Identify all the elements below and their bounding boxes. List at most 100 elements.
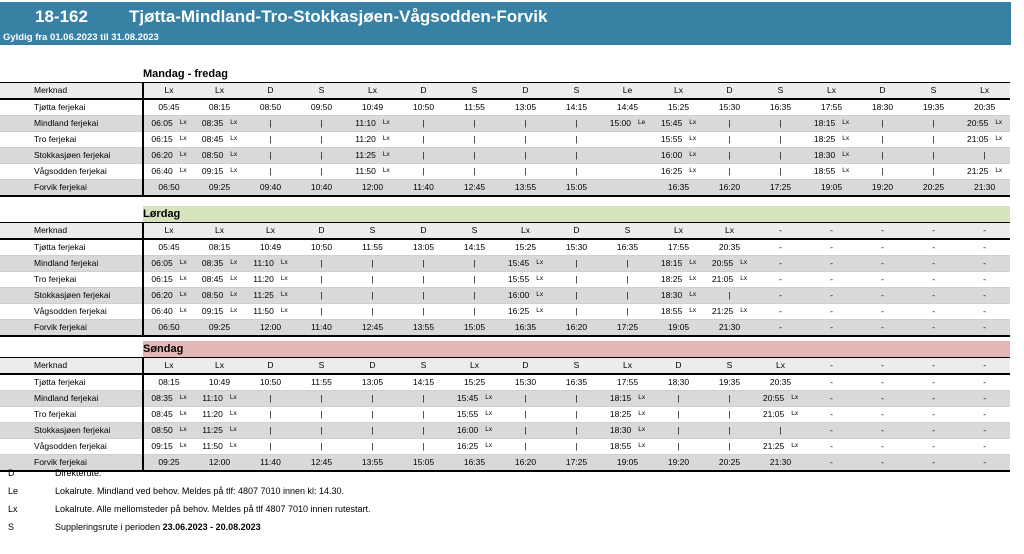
no-service-mark: -: [959, 319, 1011, 337]
remark-code-header: D: [653, 357, 704, 375]
time-value: 11:20: [202, 408, 223, 419]
time-value: 11:10: [202, 392, 223, 403]
time-cell: 18:15 Lx: [602, 390, 653, 407]
through-mark: |: [449, 287, 500, 304]
time-cell: 11:10 Lx: [245, 255, 296, 272]
time-value: 11:25: [202, 424, 223, 435]
time-cell: 16:25 Lx: [653, 163, 704, 180]
time-value: 09:15: [201, 165, 224, 176]
time-cell: 11:50 Lx: [347, 163, 398, 180]
time-cell: 21:30: [755, 454, 806, 472]
through-mark: |: [398, 131, 449, 148]
stop-row: Vågsodden ferjekai 09:15 Lx 11:50 Lx | | | | 16:2…: [0, 438, 1011, 455]
time-note-code: Lx: [230, 134, 238, 142]
time-value: 11:25: [355, 149, 376, 160]
through-mark: |: [500, 131, 551, 148]
time-cell: 11:50 Lx: [245, 303, 296, 320]
no-service-mark: -: [857, 374, 908, 391]
through-mark: |: [347, 271, 398, 288]
through-mark: |: [296, 422, 347, 439]
no-service-mark: -: [806, 303, 857, 320]
time-cell: 10:49: [245, 239, 296, 256]
no-service-mark: -: [755, 271, 806, 288]
no-service-mark: -: [908, 319, 959, 337]
remark-code-header: -: [806, 357, 857, 375]
stop-row: Stokkasjøen ferjekai 06:20 Lx 08:50 Lx | | 11:2…: [0, 147, 1011, 164]
through-mark: |: [449, 115, 500, 132]
stop-row: Tro ferjekai 06:15 Lx 08:45 Lx | | 11:20 Lx | | | | 1…: [0, 131, 1011, 148]
through-mark: |: [704, 390, 755, 407]
through-mark: |: [347, 255, 398, 272]
time-note-code: Lx: [842, 118, 850, 126]
time-cell: 16:35: [500, 319, 551, 337]
through-mark: |: [602, 303, 653, 320]
through-mark: |: [398, 147, 449, 164]
stop-name: Forvik ferjekai: [0, 179, 143, 197]
time-cell: 15:45 Lx: [653, 115, 704, 132]
through-mark: |: [296, 406, 347, 423]
time-note-code: Lx: [485, 393, 493, 401]
through-mark: |: [704, 131, 755, 148]
time-cell: 11:10 Lx: [194, 390, 245, 407]
time-cell: 20:55 Lx: [704, 255, 755, 272]
time-cell: 18:55 Lx: [653, 303, 704, 320]
no-service-mark: -: [857, 239, 908, 256]
time-cell: 08:45 Lx: [194, 271, 245, 288]
time-value: 21:05: [967, 133, 989, 144]
time-note-code: Lx: [230, 258, 238, 266]
time-note-code: Lx: [740, 306, 748, 314]
through-mark: |: [245, 147, 296, 164]
timetable-sondag: Søndag Merknad Lx Lx D S D S Lx D S Lx D S Lx - - - - Tjøtt…: [0, 341, 1011, 472]
time-cell: 18:25 Lx: [806, 131, 857, 148]
time-note-code: Lx: [229, 393, 237, 401]
time-note-code: Lx: [179, 258, 187, 266]
time-cell: 16:35: [602, 239, 653, 256]
time-note-code: Lx: [179, 425, 187, 433]
remark-code-header: Lx: [653, 82, 704, 100]
time-cell: 08:15: [142, 374, 194, 391]
through-mark: |: [245, 131, 296, 148]
route-number: 18-162: [35, 7, 88, 26]
remark-code-header: Lx: [142, 82, 194, 100]
time-value: 18:25: [660, 273, 683, 284]
footnote-text: Direkterute.: [55, 468, 102, 478]
time-cell: 11:55: [449, 99, 500, 116]
time-cell: 15:45 Lx: [500, 255, 551, 272]
time-cell: 13:55: [398, 319, 449, 337]
through-mark: |: [857, 147, 908, 164]
time-note-code: Lx: [536, 306, 544, 314]
time-cell: 08:50: [245, 99, 296, 116]
no-service-mark: -: [857, 438, 908, 455]
time-cell: 21:30: [704, 319, 755, 337]
time-cell: 18:25 Lx: [602, 406, 653, 423]
time-note-code: Lx: [536, 290, 544, 298]
time-note-code: Lx: [995, 166, 1003, 174]
stop-row: Tro ferjekai 06:15 Lx 08:45 Lx 11:20 Lx | | | | 15:…: [0, 271, 1011, 288]
no-service-mark: -: [755, 303, 806, 320]
footnote-row: D Direkterute.: [8, 468, 371, 486]
through-mark: |: [449, 255, 500, 272]
through-mark: |: [755, 115, 806, 132]
remark-code-header: D: [500, 82, 551, 100]
footnote-text-part: Direkterute.: [55, 468, 102, 478]
time-cell: 17:55: [653, 239, 704, 256]
time-cell: 11:25 Lx: [194, 422, 245, 439]
time-cell: 18:30 Lx: [602, 422, 653, 439]
remark-code-header: D: [398, 82, 449, 100]
spacer-cell: [0, 206, 143, 223]
remark-code-header: Lx: [142, 222, 194, 240]
through-mark: |: [551, 255, 602, 272]
through-mark: |: [704, 147, 755, 164]
time-cell: 11:40: [398, 179, 449, 197]
through-mark: |: [245, 422, 296, 439]
through-mark: |: [449, 163, 500, 180]
through-mark: |: [755, 131, 806, 148]
remark-code-header: S: [296, 82, 347, 100]
stop-row: Tjøtta ferjekai 08:15 10:49 10:50 11:55 13:05…: [0, 374, 1011, 391]
stop-row: Vågsodden ferjekai 06:40 Lx 09:15 Lx 11:50 Lx |…: [0, 303, 1011, 320]
stop-name: Tro ferjekai: [0, 271, 143, 288]
no-service-mark: -: [959, 287, 1011, 304]
stop-name: Tjøtta ferjekai: [0, 239, 143, 256]
time-cell: 19:35: [704, 374, 755, 391]
time-cell: 06:40 Lx: [142, 163, 194, 180]
